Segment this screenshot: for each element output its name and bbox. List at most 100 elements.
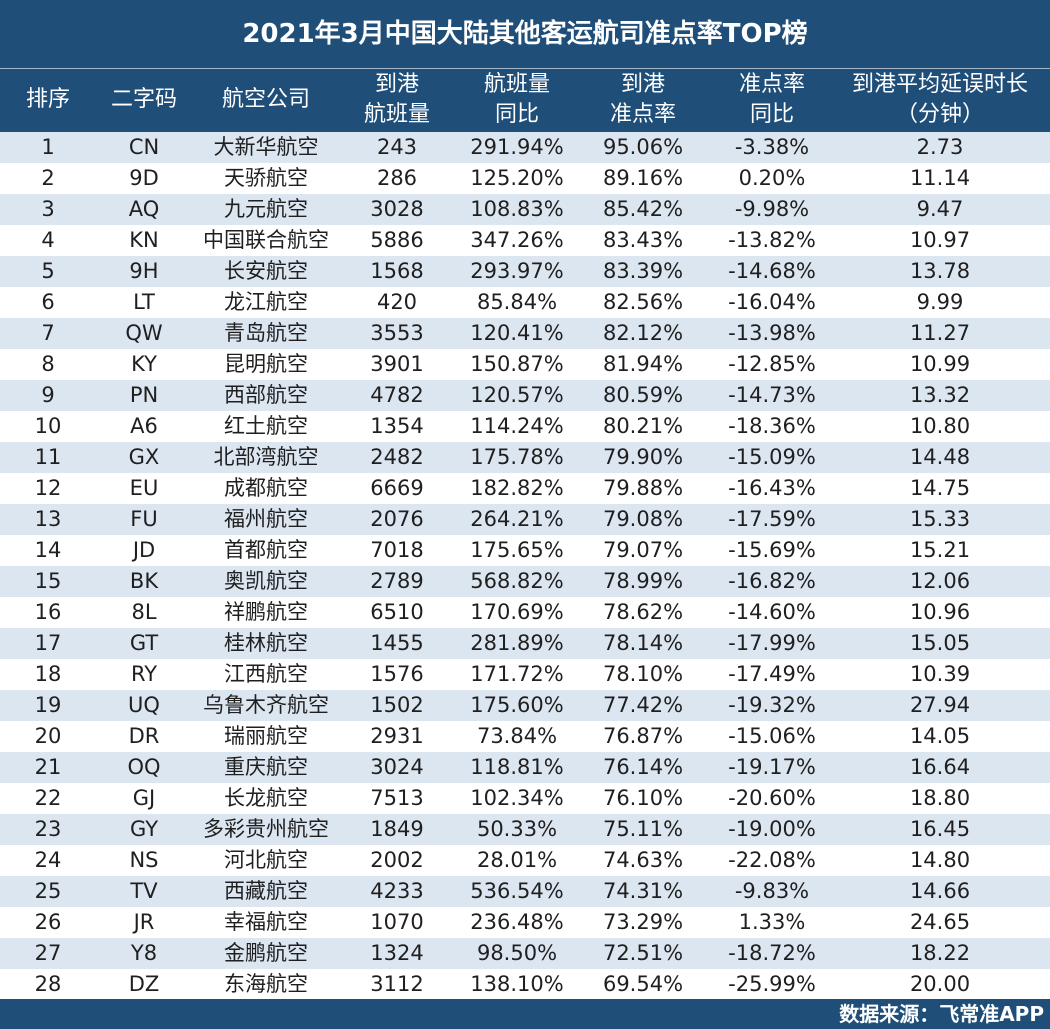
cell-ontime-yoy: -18.36% [728, 414, 816, 438]
cell-arrivals: 3028 [370, 197, 424, 221]
cell-code: RY [130, 662, 158, 686]
cell-arrivals-yoy: 102.34% [470, 786, 564, 810]
cell-code: OQ [127, 755, 161, 779]
table-row: 21 OQ 重庆航空 3024 118.81% 76.14% -19.17% 16.64 [0, 752, 1050, 783]
cell-arrivals-yoy: 236.48% [470, 910, 564, 934]
cell-ontime-yoy: -16.43% [728, 476, 816, 500]
cell-code: BK [129, 569, 159, 593]
cell-code: CN [128, 135, 160, 159]
header-divider [0, 68, 1050, 69]
cell-arrivals-yoy: 138.10% [470, 972, 564, 996]
table-row: 17 GT 桂林航空 1455 281.89% 78.14% -17.99% 15.05 [0, 628, 1050, 659]
cell-airline: 西部航空 [224, 383, 308, 407]
cell-arrivals: 2789 [370, 569, 424, 593]
cell-code: 9D [129, 166, 159, 190]
cell-arrivals-yoy: 175.78% [470, 445, 564, 469]
cell-ontime-rate: 73.29% [602, 910, 684, 934]
cell-code: A6 [130, 414, 158, 438]
cell-arrivals: 7018 [370, 538, 424, 562]
cell-rank: 20 [34, 724, 62, 748]
cell-ontime-rate: 79.07% [602, 538, 684, 562]
cell-airline: 大新华航空 [213, 135, 319, 159]
cell-code: NS [129, 848, 159, 872]
cell-airline: 奥凯航空 [224, 569, 308, 593]
table-row: 20 DR 瑞丽航空 2931 73.84% 76.87% -15.06% 14.05 [0, 721, 1050, 752]
cell-avg-delay: 24.65 [909, 910, 971, 934]
cell-ontime-yoy: -14.60% [728, 600, 816, 624]
cell-ontime-yoy: 0.20% [738, 166, 806, 190]
cell-arrivals-yoy: 120.41% [470, 321, 564, 345]
cell-airline: 昆明航空 [224, 352, 308, 376]
cell-code: KN [129, 228, 159, 252]
table-row: 15 BK 奥凯航空 2789 568.82% 78.99% -16.82% 12.06 [0, 566, 1050, 597]
cell-code: 9H [129, 259, 159, 283]
cell-avg-delay: 12.06 [909, 569, 971, 593]
cell-ontime-yoy: -17.99% [728, 631, 816, 655]
cell-airline: 九元航空 [224, 197, 308, 221]
cell-rank: 7 [41, 321, 55, 345]
cell-arrivals-yoy: 73.84% [476, 724, 558, 748]
table-row: 8 KY 昆明航空 3901 150.87% 81.94% -12.85% 10.99 [0, 349, 1050, 380]
cell-rank: 4 [41, 228, 55, 252]
cell-arrivals: 6510 [370, 600, 424, 624]
cell-code: 8L [131, 600, 157, 624]
header-avg-delay: 到港平均延误时长 （分钟） [851, 72, 1028, 127]
cell-rank: 18 [34, 662, 62, 686]
cell-code: KY [131, 352, 157, 376]
cell-rank: 17 [34, 631, 62, 655]
cell-rank: 25 [34, 879, 62, 903]
cell-ontime-yoy: -13.98% [728, 321, 816, 345]
table-row: 25 TV 西藏航空 4233 536.54% 74.31% -9.83% 14.66 [0, 876, 1050, 907]
cell-ontime-yoy: -19.00% [728, 817, 816, 841]
cell-code: FU [130, 507, 158, 531]
cell-arrivals-yoy: 120.57% [470, 383, 564, 407]
table-row: 24 NS 河北航空 2002 28.01% 74.63% -22.08% 14.80 [0, 845, 1050, 876]
cell-arrivals-yoy: 170.69% [470, 600, 564, 624]
cell-ontime-yoy: -17.59% [728, 507, 816, 531]
cell-avg-delay: 10.96 [909, 600, 971, 624]
cell-arrivals-yoy: 28.01% [476, 848, 558, 872]
cell-airline: 瑞丽航空 [224, 724, 308, 748]
cell-arrivals: 286 [376, 166, 418, 190]
header-arrivals-yoy: 航班量 同比 [483, 72, 550, 127]
cell-avg-delay: 20.00 [909, 972, 971, 996]
cell-code: GJ [132, 786, 156, 810]
cell-ontime-yoy: -16.04% [728, 290, 816, 314]
cell-airline: 首都航空 [224, 538, 308, 562]
cell-rank: 15 [34, 569, 62, 593]
cell-arrivals-yoy: 264.21% [470, 507, 564, 531]
cell-avg-delay: 13.32 [909, 383, 971, 407]
cell-arrivals: 5886 [370, 228, 424, 252]
cell-rank: 21 [34, 755, 62, 779]
cell-avg-delay: 16.45 [909, 817, 971, 841]
cell-arrivals: 1455 [370, 631, 424, 655]
cell-arrivals: 3901 [370, 352, 424, 376]
cell-rank: 23 [34, 817, 62, 841]
cell-ontime-rate: 82.56% [602, 290, 684, 314]
cell-arrivals: 1070 [370, 910, 424, 934]
cell-ontime-rate: 74.31% [602, 879, 684, 903]
cell-arrivals: 1502 [370, 693, 424, 717]
cell-airline: 祥鹏航空 [224, 600, 308, 624]
cell-arrivals-yoy: 291.94% [470, 135, 564, 159]
header-code: 二字码 [110, 87, 177, 112]
cell-ontime-rate: 76.14% [602, 755, 684, 779]
table-row: 27 Y8 金鹏航空 1324 98.50% 72.51% -18.72% 18.22 [0, 938, 1050, 969]
table-row: 22 GJ 长龙航空 7513 102.34% 76.10% -20.60% 18.80 [0, 783, 1050, 814]
cell-rank: 24 [34, 848, 62, 872]
cell-code: JR [133, 910, 155, 934]
cell-code: DR [128, 724, 160, 748]
cell-code: LT [133, 290, 155, 314]
cell-arrivals: 7513 [370, 786, 424, 810]
cell-rank: 1 [41, 135, 55, 159]
cell-ontime-rate: 82.12% [602, 321, 684, 345]
table-row: 18 RY 江西航空 1576 171.72% 78.10% -17.49% 10.39 [0, 659, 1050, 690]
cell-rank: 5 [41, 259, 55, 283]
cell-rank: 2 [41, 166, 55, 190]
table-row: 16 8L 祥鹏航空 6510 170.69% 78.62% -14.60% 10.96 [0, 597, 1050, 628]
cell-arrivals-yoy: 171.72% [470, 662, 564, 686]
cell-arrivals-yoy: 175.60% [470, 693, 564, 717]
table-row: 28 DZ 东海航空 3112 138.10% 69.54% -25.99% 20.00 [0, 969, 1050, 1000]
cell-airline: 福州航空 [224, 507, 308, 531]
